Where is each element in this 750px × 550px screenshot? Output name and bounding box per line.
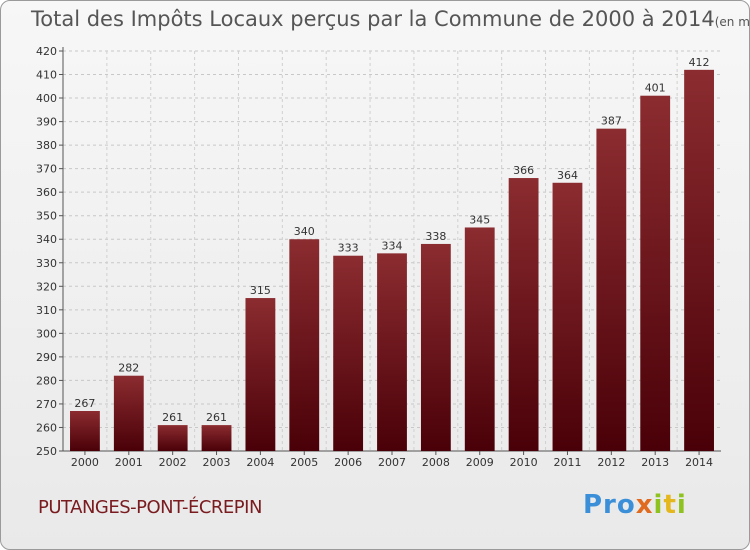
data-label-2013: 401	[645, 82, 666, 95]
data-label-2001: 282	[118, 362, 139, 375]
proxiti-logo: Proxiti	[583, 490, 687, 520]
bar-2002	[157, 425, 188, 451]
data-label-2007: 334	[382, 239, 403, 252]
y-tick-label: 270	[36, 398, 57, 411]
y-tick-label: 360	[36, 186, 57, 199]
data-label-2000: 267	[74, 397, 95, 410]
y-tick-label: 300	[36, 327, 57, 340]
bar-2004	[245, 298, 276, 451]
y-tick-label: 290	[36, 351, 57, 364]
x-tick-label-2000: 2000	[71, 456, 99, 469]
data-label-2009: 345	[469, 213, 490, 226]
chart-unit: (en milliers d'€)	[714, 15, 750, 29]
data-label-2006: 333	[338, 242, 359, 255]
data-label-2003: 261	[206, 411, 227, 424]
y-tick-label: 380	[36, 139, 57, 152]
y-tick-label: 420	[36, 45, 57, 58]
x-tick-label-2007: 2007	[378, 456, 406, 469]
bar-2000	[70, 411, 100, 451]
y-tick-label: 400	[36, 92, 57, 105]
y-tick-label: 260	[36, 421, 57, 434]
x-tick-label-2014: 2014	[685, 456, 713, 469]
y-tick-label: 250	[36, 445, 57, 458]
x-tick-label-2009: 2009	[466, 456, 494, 469]
y-tick-label: 350	[36, 210, 57, 223]
chart-title-text: Total des Impôts Locaux perçus par la Co…	[31, 7, 715, 31]
data-labels: 267 282 261 261 315 340 333 334 338 345 366 364 387 4…	[74, 56, 709, 424]
y-tick-label: 340	[36, 233, 57, 246]
data-label-2002: 261	[162, 411, 183, 424]
bar-2008	[420, 243, 451, 451]
y-tick-label: 330	[36, 257, 57, 270]
bar-2005	[289, 239, 320, 451]
y-tick-label: 390	[36, 116, 57, 129]
data-label-2004: 315	[250, 284, 271, 297]
x-tick-label-2011: 2011	[553, 456, 581, 469]
x-tick-label-2008: 2008	[422, 456, 450, 469]
y-tick-label: 410	[36, 69, 57, 82]
x-tick-label-2002: 2002	[159, 456, 187, 469]
chart-title: Total des Impôts Locaux perçus par la Co…	[31, 7, 750, 31]
bar-2001	[113, 375, 144, 451]
x-tick-label-2004: 2004	[246, 456, 274, 469]
data-label-2005: 340	[294, 225, 315, 238]
x-tick-label-2010: 2010	[510, 456, 538, 469]
data-label-2008: 338	[425, 230, 446, 243]
bar-2014	[684, 69, 714, 451]
bar-2007	[377, 253, 407, 451]
bars	[70, 69, 714, 452]
bar-2010	[508, 178, 539, 451]
commune-name: PUTANGES-PONT-ÉCREPIN	[38, 497, 262, 518]
y-tick-label: 370	[36, 163, 57, 176]
data-label-2014: 412	[689, 56, 710, 69]
bar-2003	[201, 425, 232, 451]
data-label-2011: 364	[557, 169, 578, 182]
x-tick-label-2012: 2012	[597, 456, 625, 469]
y-tick-label: 320	[36, 280, 57, 293]
bar-2009	[464, 227, 495, 451]
bar-2013	[640, 95, 671, 452]
y-tick-label: 280	[36, 374, 57, 387]
y-tick-label: 310	[36, 304, 57, 317]
data-label-2010: 366	[513, 164, 534, 177]
x-tick-label-2013: 2013	[641, 456, 669, 469]
x-tick-label-2003: 2003	[203, 456, 231, 469]
bar-2011	[552, 182, 583, 451]
data-label-2012: 387	[601, 115, 622, 128]
bar-2006	[333, 255, 364, 451]
x-tick-label-2006: 2006	[334, 456, 362, 469]
x-tick-label-2001: 2001	[115, 456, 143, 469]
bar-2012	[596, 128, 627, 451]
x-tick-label-2005: 2005	[290, 456, 318, 469]
